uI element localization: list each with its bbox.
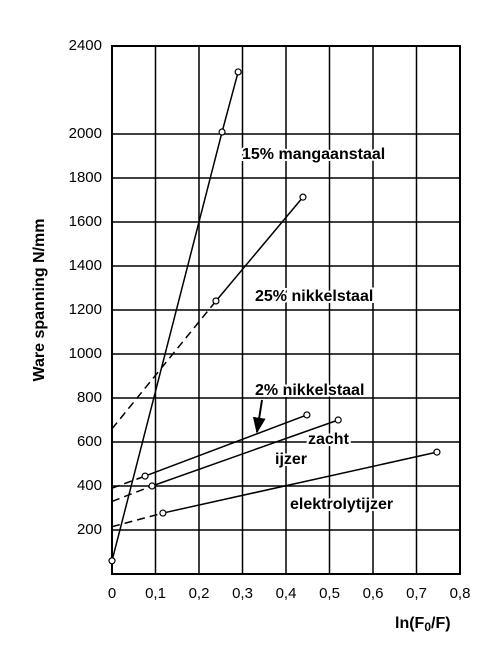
y-tick-label: 2000 (69, 125, 102, 142)
series-line (151, 419, 339, 487)
y-tick-label: 800 (77, 389, 102, 406)
x-tick-label: 0,6 (363, 585, 384, 602)
series-line (215, 196, 304, 302)
data-point (212, 297, 220, 305)
x-tick-label: 0,3 (232, 585, 253, 602)
series-line (111, 300, 217, 430)
y-tick-label: 1600 (69, 213, 102, 230)
series-line (111, 131, 223, 561)
x-tick-label: 0,8 (450, 585, 471, 602)
annotation-arrow (252, 399, 266, 434)
series-label: elektrolytijzer (290, 496, 393, 513)
x-tick-label: 0,1 (145, 585, 166, 602)
series-line (111, 485, 153, 503)
data-point (234, 68, 242, 76)
series-label: 25% nikkelstaal (255, 288, 373, 305)
data-point (299, 193, 307, 201)
data-point (334, 416, 342, 424)
y-tick-label: 1000 (69, 345, 102, 362)
x-tick-label: 0,5 (319, 585, 340, 602)
series-label: 2% nikkelstaal (255, 382, 364, 399)
data-point (303, 411, 311, 419)
series-label: 15% mangaanstaal (242, 146, 385, 163)
x-axis-label: ln(F0/F) (395, 615, 451, 634)
y-tick-label: 600 (77, 433, 102, 450)
y-tick-label: 2400 (69, 37, 102, 54)
y-tick-label: 400 (77, 477, 102, 494)
data-point (159, 509, 167, 517)
y-tick-label: 1400 (69, 257, 102, 274)
series-line (221, 71, 239, 133)
data-point (148, 482, 156, 490)
data-point (433, 448, 441, 456)
series-line (144, 414, 308, 477)
x-tick-label: 0,7 (406, 585, 427, 602)
y-tick-label: 1800 (69, 169, 102, 186)
y-tick-label: 200 (77, 521, 102, 538)
y-axis-label: Ware spanning N/mm (31, 219, 48, 382)
x-tick-label: 0 (108, 585, 116, 602)
x-tick-label: 0,4 (276, 585, 297, 602)
data-point (141, 472, 149, 480)
data-point (218, 128, 226, 136)
data-point (108, 557, 116, 565)
series-label: zacht ijzer (275, 431, 350, 468)
y-tick-label: 1200 (69, 301, 102, 318)
series-line (162, 451, 438, 514)
series-line (111, 475, 146, 489)
series-line (111, 512, 164, 528)
x-tick-label: 0,2 (189, 585, 210, 602)
